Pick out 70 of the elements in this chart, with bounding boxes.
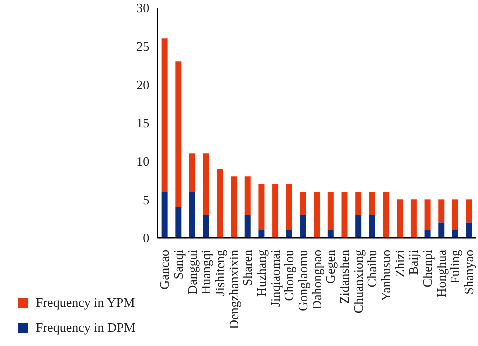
- x-tick-label: Gancao: [157, 250, 172, 290]
- x-tick-label: Shanyao: [462, 250, 477, 295]
- bar: [356, 192, 362, 215]
- bar: [397, 200, 404, 238]
- x-tick-label: Jinqiaomai: [268, 250, 283, 308]
- bar: [244, 176, 251, 215]
- bar: [272, 184, 279, 238]
- bar: [162, 38, 168, 192]
- x-tick-label: Honghua: [434, 250, 449, 298]
- bar: [383, 192, 390, 238]
- bar: [424, 200, 431, 230]
- x-tick-label: Yanhusuo: [378, 250, 394, 302]
- x-tick-label: Dengzhanxixin: [226, 250, 242, 330]
- x-tick-label: Danggui: [184, 250, 200, 295]
- y-tick-label: 0: [143, 230, 150, 246]
- bar: [258, 230, 265, 238]
- y-tick-label: 20: [136, 77, 150, 92]
- bar: [244, 215, 251, 238]
- bar: [162, 192, 168, 238]
- bar: [314, 192, 320, 238]
- bar: [328, 192, 334, 230]
- bar: [438, 222, 445, 238]
- legend-label: Frequency in YPM: [36, 294, 136, 310]
- bar: [369, 192, 376, 215]
- x-tick-label: Chenpi: [420, 250, 436, 288]
- bar: [258, 184, 265, 230]
- bar: [410, 200, 417, 238]
- bar: [176, 62, 182, 208]
- bar: [300, 192, 306, 215]
- x-tick-label: Sanqi: [170, 250, 186, 280]
- x-tick-label: Jishiteng: [212, 250, 228, 296]
- x-tick-label: Chuanxiong: [350, 250, 366, 314]
- bar: [190, 192, 196, 238]
- legend-label: Frequency in DPM: [36, 320, 136, 336]
- bar: [452, 200, 458, 230]
- x-tick-label: Sharen: [240, 250, 256, 286]
- bar: [190, 154, 196, 192]
- y-tick-label: 5: [143, 192, 150, 208]
- bar: [466, 222, 472, 238]
- bar: [438, 200, 445, 223]
- y-tick-label: 25: [136, 38, 150, 54]
- y-tick-label: 30: [136, 0, 150, 16]
- y-tick-label: 15: [136, 116, 150, 131]
- x-tick-label: Chonglou: [282, 250, 297, 302]
- x-tick-label: Fuling: [448, 250, 463, 284]
- bar: [203, 215, 210, 238]
- bar: [424, 230, 431, 238]
- x-tick-label: Baiji: [406, 250, 422, 276]
- bar: [466, 200, 472, 223]
- y-tick-label: 10: [136, 154, 150, 169]
- x-tick-label: Huzhang: [254, 250, 269, 297]
- bar: [203, 154, 210, 215]
- x-tick-label: Dahongpao: [309, 250, 324, 310]
- x-tick-label: Gonglaomu: [295, 250, 310, 312]
- x-tick-label: Chaihu: [364, 250, 380, 288]
- bar: [356, 215, 362, 238]
- bar: [286, 230, 292, 238]
- x-tick-label: Zhizi: [392, 250, 408, 278]
- bar: [369, 215, 376, 238]
- bar: [452, 230, 458, 238]
- bar: [231, 176, 238, 238]
- bar: [300, 215, 306, 238]
- bar: [217, 169, 224, 238]
- bar: [342, 192, 348, 238]
- x-tick-label: Zidanshen: [337, 250, 352, 304]
- bar: [176, 207, 182, 238]
- bar: [328, 230, 334, 238]
- bar: [286, 184, 292, 230]
- x-tick-label: Huangqi: [198, 250, 214, 295]
- x-tick-label: Gegen: [323, 250, 338, 284]
